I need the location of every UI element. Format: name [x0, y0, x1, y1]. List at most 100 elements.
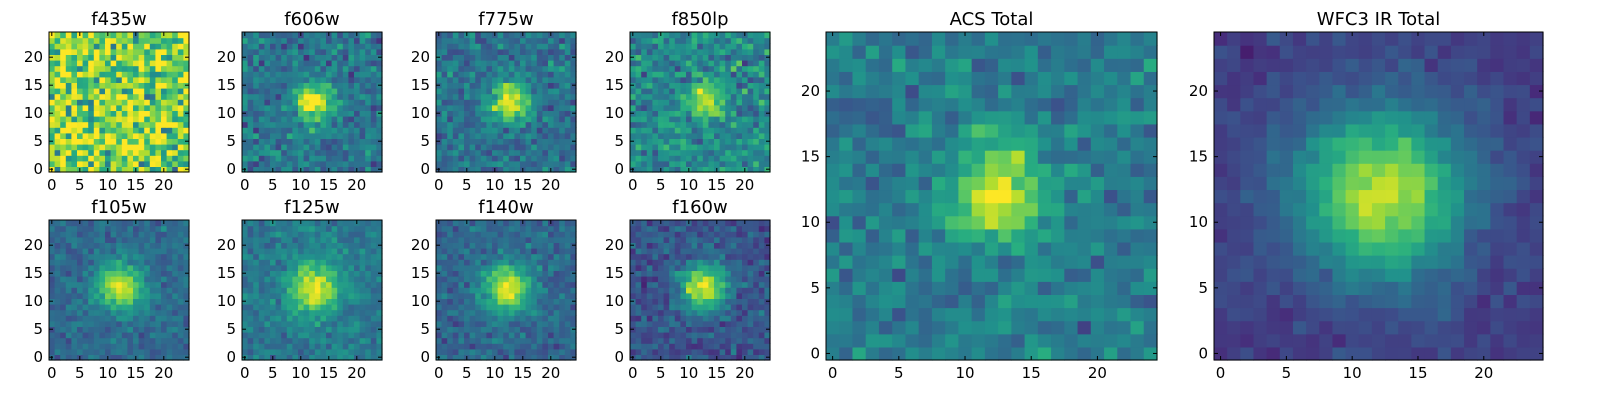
heatmap-cell: [486, 71, 493, 78]
heatmap-cell: [559, 121, 566, 128]
heatmap-cell: [258, 110, 265, 117]
heatmap-cell: [309, 270, 316, 277]
heatmap-cell: [258, 225, 265, 232]
heatmap-cell: [127, 54, 134, 61]
heatmap-cell: [247, 276, 254, 283]
heatmap-cell: [702, 281, 709, 288]
heatmap-cell: [719, 315, 726, 322]
heatmap-cell: [121, 315, 128, 322]
heatmap-cell: [464, 225, 471, 232]
heatmap-cell: [242, 93, 249, 100]
heatmap-cell: [531, 37, 538, 44]
heatmap-cell: [370, 354, 377, 361]
heatmap-cell: [691, 71, 698, 78]
heatmap-cell: [503, 231, 510, 238]
heatmap-cell: [354, 343, 361, 350]
heatmap-cell: [54, 337, 61, 344]
heatmap-cell: [464, 116, 471, 123]
heatmap-cell: [365, 337, 372, 344]
heatmap-cell: [736, 116, 743, 123]
heatmap-cell: [275, 248, 282, 255]
heatmap-cell: [464, 54, 471, 61]
heatmap-cell: [702, 110, 709, 117]
heatmap-cell: [326, 127, 333, 134]
heatmap-cell: [88, 287, 95, 294]
heatmap-cell: [116, 276, 123, 283]
heatmap-cell: [116, 281, 123, 288]
heatmap-cell: [138, 60, 145, 67]
heatmap-cell: [172, 281, 179, 288]
heatmap-cell: [281, 37, 288, 44]
heatmap-cell: [54, 93, 61, 100]
heatmap-cell: [275, 144, 282, 151]
heatmap-cell: [258, 236, 265, 243]
heatmap-cell: [714, 144, 721, 151]
heatmap-cell: [121, 320, 128, 327]
heatmap-cell: [663, 32, 670, 39]
heatmap-cell: [452, 315, 459, 322]
heatmap-cell: [303, 104, 310, 111]
heatmap-cell: [758, 65, 765, 72]
heatmap-cell: [708, 99, 715, 106]
heatmap-cell: [708, 315, 715, 322]
heatmap-cell: [82, 71, 89, 78]
heatmap-cell: [458, 149, 465, 156]
heatmap-cell: [708, 93, 715, 100]
heatmap-cell: [331, 276, 338, 283]
heatmap-cell: [281, 60, 288, 67]
heatmap-cell: [674, 132, 681, 139]
heatmap-cell: [149, 309, 156, 316]
heatmap-cell: [542, 220, 549, 227]
heatmap-cell: [161, 264, 168, 271]
heatmap-cell: [342, 37, 349, 44]
heatmap-cell: [641, 138, 648, 145]
heatmap-cell: [320, 309, 327, 316]
heatmap-cell: [753, 132, 760, 139]
heatmap-cell: [697, 82, 704, 89]
heatmap-cell: [764, 116, 771, 123]
heatmap-cell: [166, 144, 173, 151]
heatmap-cell: [531, 138, 538, 145]
heatmap-cell: [486, 354, 493, 361]
heatmap-cell: [303, 337, 310, 344]
heatmap-cell: [320, 32, 327, 39]
heatmap-cell: [497, 292, 504, 299]
heatmap-cell: [719, 60, 726, 67]
heatmap-cell: [127, 281, 134, 288]
heatmap-cell: [77, 138, 84, 145]
heatmap-cell: [149, 343, 156, 350]
heatmap-cell: [658, 76, 665, 83]
heatmap-cell: [559, 60, 566, 67]
heatmap-cell: [508, 166, 515, 173]
heatmap-cell: [177, 104, 184, 111]
heatmap-cell: [359, 354, 366, 361]
heatmap-cell: [447, 37, 454, 44]
heatmap-cell: [447, 99, 454, 106]
heatmap-cell: [337, 37, 344, 44]
heatmap-cell: [702, 48, 709, 55]
heatmap-cell: [144, 144, 151, 151]
heatmap-cell: [71, 259, 78, 266]
heatmap-cell: [480, 166, 487, 173]
heatmap-cell: [635, 132, 642, 139]
heatmap-cell: [270, 116, 277, 123]
heatmap-cell: [166, 121, 173, 128]
heatmap-cell: [730, 43, 737, 50]
heatmap-cell: [292, 253, 299, 260]
heatmap-cell: [553, 82, 560, 89]
heatmap-cell: [116, 43, 123, 50]
heatmap-cell: [531, 343, 538, 350]
heatmap-cell: [508, 82, 515, 89]
heatmap-cell: [275, 132, 282, 139]
heatmap-cell: [753, 160, 760, 167]
heatmap-cell: [172, 259, 179, 266]
heatmap-cell: [292, 231, 299, 238]
heatmap-cell: [376, 99, 383, 106]
heatmap-cell: [652, 54, 659, 61]
heatmap-cell: [247, 309, 254, 316]
heatmap-cell: [370, 332, 377, 339]
heatmap-cell: [559, 292, 566, 299]
heatmap-cell: [253, 93, 260, 100]
y-tick-label: 5: [420, 132, 430, 150]
heatmap-cell: [121, 88, 128, 95]
